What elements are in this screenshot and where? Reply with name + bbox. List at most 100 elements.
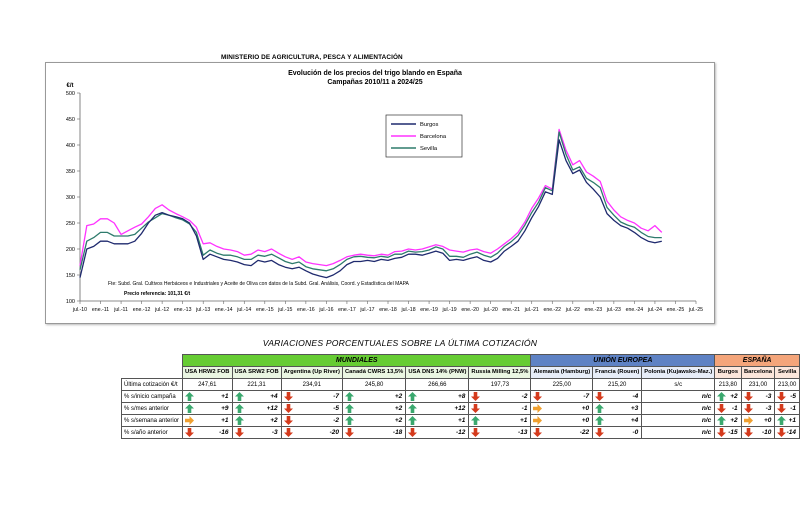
change-value: n/c (701, 393, 712, 400)
change-value: -2 (333, 417, 339, 424)
change-value: -18 (392, 429, 403, 436)
change-cell: +12 (405, 402, 470, 415)
column-header: Francia (Rouen) (592, 366, 643, 379)
column-header: Canadá CWRS 13,5% (341, 366, 407, 379)
change-value: +1 (520, 417, 528, 424)
change-value: +2 (730, 417, 738, 424)
change-cell: -5 (280, 402, 344, 415)
y-tick-label: 250 (66, 221, 75, 227)
x-tick-label: jul.-16 (318, 307, 333, 313)
up-arrow-icon (185, 392, 195, 401)
change-cell: n/c (641, 414, 716, 427)
y-tick-label: 500 (66, 91, 75, 97)
change-value: -3 (271, 429, 278, 436)
last-price-cell: 213,00 (774, 378, 800, 391)
column-header: USA SRW2 FOB (231, 366, 282, 379)
down-arrow-icon (283, 428, 293, 437)
change-cell: +2 (714, 414, 742, 427)
x-tick-label: ene.-23 (585, 307, 603, 313)
up-arrow-icon (345, 392, 354, 401)
change-value: +2 (394, 417, 403, 424)
down-arrow-icon (595, 392, 605, 401)
down-arrow-icon (471, 404, 481, 413)
down-arrow-icon (185, 428, 195, 437)
up-arrow-icon (185, 404, 195, 413)
x-tick-label: ene.-15 (256, 307, 274, 313)
change-cell: n/c (641, 402, 716, 415)
change-value: -5 (333, 405, 339, 412)
change-value: +12 (454, 405, 466, 412)
down-arrow-icon (408, 428, 418, 437)
x-tick-label: ene.-25 (667, 307, 685, 313)
axes: 100 150 200 250 300 350 400 450 500 jul.-10 ene.-1… (66, 91, 703, 313)
change-cell: +4 (231, 390, 282, 403)
change-cell: -12 (405, 426, 470, 439)
change-cell: +1 (774, 414, 800, 427)
change-cell: -3 (231, 426, 282, 439)
chart-subtitle: Campañas 2010/11 a 2024/25 (327, 79, 422, 86)
up-arrow-icon (595, 404, 605, 413)
last-price-cell: s/c (641, 378, 716, 391)
change-value: -10 (761, 429, 772, 436)
down-arrow-icon (234, 428, 244, 437)
x-tick-label: jul.-18 (400, 307, 415, 313)
column-header: USA HRW2 FOB (182, 366, 233, 379)
y-tick-label: 100 (66, 299, 75, 305)
group-espana: ESPAÑA (714, 354, 800, 367)
down-arrow-icon (743, 392, 753, 401)
up-arrow-icon (234, 404, 244, 413)
x-tick-label: ene.-16 (297, 307, 315, 313)
up-arrow-icon (408, 392, 418, 401)
change-value: +4 (630, 417, 639, 424)
column-header: Sevilla (774, 366, 800, 379)
down-arrow-icon (471, 428, 481, 437)
x-tick-label: jul.-14 (236, 307, 251, 313)
change-value: -0 (632, 429, 639, 436)
up-arrow-icon (345, 416, 354, 425)
change-cell: +1 (405, 414, 470, 427)
variations-title: VARIACIONES PORCENTUALES SOBRE LA ÚLTIMA… (262, 338, 538, 348)
down-arrow-icon (283, 392, 293, 401)
down-arrow-icon (743, 428, 753, 437)
chart-frame: Evolución de los precios del trigo bland… (45, 62, 715, 324)
last-price-cell: 225,00 (530, 378, 594, 391)
up-arrow-icon (717, 416, 727, 425)
change-value: -7 (333, 393, 339, 400)
last-price-cell: 266,66 (405, 378, 470, 391)
change-cell: -1 (468, 402, 532, 415)
change-cell: +1 (182, 414, 233, 427)
ministry-name: MINISTERIO DE AGRICULTURA, PESCA Y ALIME… (221, 54, 403, 61)
y-tick-label: 400 (66, 143, 75, 149)
change-value: +8 (457, 393, 466, 400)
change-value: -16 (219, 429, 229, 436)
column-header: Burgos (714, 366, 742, 379)
change-value: +4 (270, 393, 278, 400)
down-arrow-icon (283, 416, 293, 425)
last-price-cell: 245,80 (341, 378, 407, 391)
change-value: +1 (221, 393, 229, 400)
last-price-cell: 221,31 (231, 378, 282, 391)
y-tick-label: 150 (66, 273, 75, 279)
change-value: -22 (579, 429, 590, 436)
change-value: -13 (518, 429, 528, 436)
change-cell: -3 (740, 390, 776, 403)
row-label: % s/semana anterior (120, 414, 184, 427)
last-price-cell: 197,73 (468, 378, 532, 391)
series-line-sevilla (79, 131, 662, 272)
x-tick-label: jul.-25 (688, 307, 703, 313)
change-value: -1 (521, 405, 528, 412)
right-arrow-icon (185, 416, 195, 425)
y-tick-label: 450 (66, 117, 75, 123)
change-cell: -22 (530, 426, 594, 439)
change-value: -15 (728, 429, 738, 436)
change-cell: +12 (231, 402, 282, 415)
x-tick-label: jul.-21 (524, 307, 539, 313)
x-tick-label: jul.-23 (606, 307, 621, 313)
change-value: n/c (701, 405, 712, 412)
legend: Burgos Barcelona Sevilla (385, 114, 463, 158)
change-value: -3 (765, 393, 772, 400)
y-axis-label: €/t (66, 83, 73, 89)
change-value: -7 (583, 393, 590, 400)
change-cell: +1 (182, 390, 233, 403)
column-header: Alemania (Hamburg) (530, 366, 594, 379)
